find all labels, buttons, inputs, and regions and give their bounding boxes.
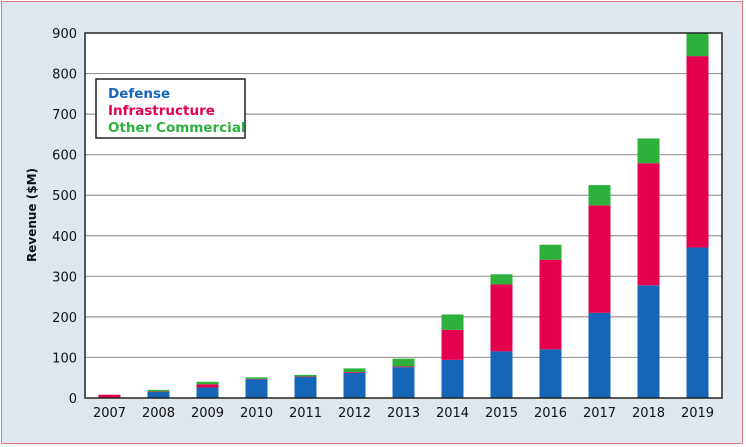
bar-defense-2009 [196,387,219,398]
y-tick-label: 400 [52,230,77,245]
y-tick-label: 700 [52,108,77,123]
y-tick-label: 500 [52,189,77,204]
bar-defense-2017 [588,312,611,398]
bar-infrastructure-2009 [196,384,219,388]
bar-other-commercial-2011 [294,374,317,377]
plot-border [84,32,723,399]
bar-defense-2008 [147,391,170,398]
bar-defense-2016 [539,349,562,398]
bar-other-commercial-2012 [343,368,366,373]
bar-other-commercial-2009 [196,381,219,385]
y-tick-label: 900 [52,27,77,42]
legend-box [95,78,246,139]
bar-other-commercial-2010 [245,377,268,379]
y-tick-label: 0 [69,392,77,407]
bar-other-commercial-2013 [392,358,415,367]
bar-other-commercial-2019 [686,33,709,57]
y-tick-label: 300 [52,270,77,285]
x-tick-label: 2009 [191,406,224,421]
x-tick-label: 2007 [93,406,126,421]
bar-infrastructure-2014 [441,329,464,360]
bar-defense-2012 [343,372,366,398]
y-axis-label: Revenue ($M) [25,168,39,262]
bar-infrastructure-2007 [98,394,121,398]
bar-infrastructure-2012 [343,372,366,373]
legend: Defense Infrastructure Other Commercial [95,78,246,139]
bar-infrastructure-2018 [637,163,660,286]
y-tick-label: 100 [52,351,77,366]
x-tick-label: 2011 [289,406,322,421]
bar-infrastructure-2015 [490,284,513,352]
y-tick-label: 800 [52,68,77,83]
bar-other-commercial-2017 [588,185,611,206]
bar-other-commercial-2018 [637,138,660,164]
legend-infrastructure: Infrastructure [108,103,215,119]
bar-defense-2013 [392,367,415,398]
bar-defense-2011 [294,376,317,398]
bar-infrastructure-2013 [392,366,415,368]
x-tick-label: 2018 [632,406,665,421]
x-tick-label: 2015 [485,406,518,421]
legend-defense: Defense [108,86,170,102]
bar-other-commercial-2015 [490,274,513,285]
x-tick-label: 2019 [681,406,714,421]
y-tick-label: 600 [52,149,77,164]
x-tick-label: 2013 [387,406,420,421]
bar-other-commercial-2016 [539,244,562,260]
bar-defense-2018 [637,285,660,398]
bar-infrastructure-2016 [539,259,562,350]
x-tick-label: 2012 [338,406,371,421]
legend-other-commercial: Other Commercial [108,120,246,136]
bar-defense-2019 [686,247,709,398]
x-tick-label: 2010 [240,406,273,421]
x-tick-label: 2014 [436,406,469,421]
x-tick-label: 2017 [583,406,616,421]
bar-infrastructure-2017 [588,205,611,313]
x-tick-label: 2016 [534,406,567,421]
y-tick-label: 200 [52,311,77,326]
bar-other-commercial-2014 [441,314,464,330]
bar-other-commercial-2008 [147,389,170,392]
bar-defense-2010 [245,379,268,398]
bar-defense-2014 [441,359,464,398]
bar-defense-2015 [490,351,513,398]
bar-infrastructure-2019 [686,56,709,248]
x-tick-label: 2008 [142,406,175,421]
